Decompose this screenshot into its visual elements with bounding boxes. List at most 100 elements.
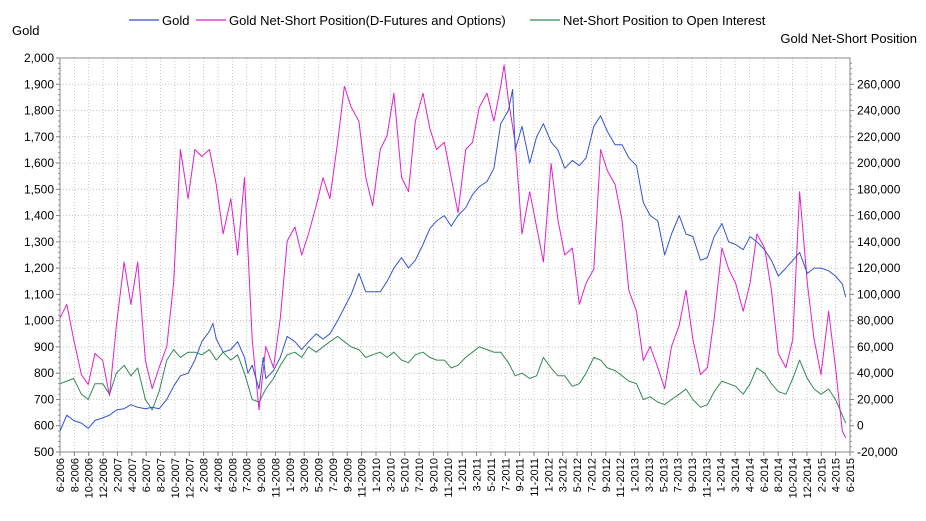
- x-axis: 6-2006 8-2006 10-2006 12-2006 2-2007 4-2007 6-…: [55, 452, 857, 498]
- y-left-tick-label: 500: [34, 445, 54, 459]
- x-tick-label: 5-2011: [486, 458, 498, 491]
- x-tick-label: 6-2006: [55, 458, 67, 492]
- x-tick-label: 3-2013: [644, 458, 656, 492]
- x-tick-label: 9-2009: [342, 458, 354, 492]
- y-left-tick-label: 1,300: [24, 235, 54, 249]
- x-tick-label: 9-2013: [687, 458, 699, 492]
- y-right-tick-label: 20,000: [857, 392, 894, 406]
- x-tick-label: 5-2010: [400, 458, 412, 492]
- series-line-0: [59, 89, 847, 432]
- x-tick-label: 5-2012: [572, 458, 584, 492]
- y-right-tick-label: 0: [857, 419, 864, 433]
- x-tick-label: 1-2012: [543, 458, 555, 492]
- x-tick-label: 8-2007: [156, 458, 168, 492]
- x-tick-label: 12-2006: [98, 458, 110, 498]
- y-left-tick-label: 1,200: [24, 261, 54, 275]
- y-axis-right: -20,000 0 20,000 40,000 60,000 80,000 100,000 1…: [850, 62, 901, 459]
- y-axis-left: 500 600 700 800 900 1,000 1,100 1,200 1,300 1,400…: [24, 51, 60, 459]
- x-tick-label: 1-2011: [457, 458, 469, 491]
- legend-label-net-short: Gold Net-Short Position(D-Futures and Op…: [229, 13, 506, 28]
- series-line-1: [59, 64, 847, 439]
- x-tick-label: 1-2010: [371, 458, 383, 492]
- x-tick-label: 2-2015: [816, 458, 828, 492]
- series-line-2: [59, 335, 847, 424]
- y-right-tick-label: 80,000: [857, 314, 894, 328]
- y-left-tick-label: 600: [34, 419, 54, 433]
- x-tick-label: 5-2009: [314, 458, 326, 492]
- series-layer: [59, 64, 847, 439]
- x-tick-label: 3-2010: [385, 458, 397, 492]
- legend-label-gold: Gold: [162, 13, 189, 28]
- x-tick-label: 11-2011: [529, 458, 541, 497]
- x-tick-label: 11-2012: [615, 458, 627, 498]
- y-right-tick-label: 180,000: [857, 182, 901, 196]
- y-left-tick-label: 1,000: [24, 314, 54, 328]
- x-tick-label: 1-2013: [630, 458, 642, 492]
- y-right-tick-label: 140,000: [857, 235, 901, 249]
- x-tick-label: 10-2014: [788, 458, 800, 498]
- x-tick-label: 1-2009: [285, 458, 297, 492]
- x-tick-label: 12-2007: [184, 458, 196, 498]
- x-tick-label: 2-2007: [112, 458, 124, 492]
- x-tick-label: 10-2006: [84, 458, 96, 498]
- y-left-tick-label: 800: [34, 366, 54, 380]
- x-tick-label: 12-2014: [802, 458, 814, 498]
- y-right-tick-label: 260,000: [857, 77, 901, 91]
- x-tick-label: 5-2013: [658, 458, 670, 492]
- x-tick-label: 3-2012: [558, 458, 570, 492]
- legend: Gold Gold Net-Short Position(D-Futures a…: [129, 13, 766, 28]
- x-tick-label: 11-2008: [270, 458, 282, 498]
- y-right-tick-label: 120,000: [857, 261, 901, 275]
- y-left-tick-label: 1,900: [24, 77, 54, 91]
- x-tick-label: 3-2014: [730, 458, 742, 492]
- y-left-tick-label: 900: [34, 340, 54, 354]
- x-tick-label: 4-2008: [213, 458, 225, 492]
- legend-label-oi-ratio: Net-Short Position to Open Interest: [563, 13, 766, 28]
- y-left-tick-label: 700: [34, 392, 54, 406]
- y-right-tick-label: 100,000: [857, 287, 901, 301]
- plot-frame: [59, 57, 851, 453]
- x-tick-label: 6-2014: [759, 458, 771, 492]
- x-tick-label: 6-2007: [141, 458, 153, 492]
- x-tick-label: 9-2012: [601, 458, 613, 492]
- x-tick-label: 4-2015: [831, 458, 843, 492]
- x-tick-label: 9-2011: [515, 458, 527, 491]
- y-right-tick-label: 160,000: [857, 209, 901, 223]
- y-right-tick-label: 220,000: [857, 130, 901, 144]
- y-left-tick-label: 1,500: [24, 182, 54, 196]
- x-tick-label: 7-2011: [500, 458, 512, 491]
- y-axis-left-title: Gold: [12, 23, 39, 38]
- y-right-tick-label: -20,000: [857, 445, 898, 459]
- y-left-tick-label: 1,100: [24, 287, 54, 301]
- x-tick-label: 9-2010: [428, 458, 440, 492]
- y-left-tick-label: 1,700: [24, 130, 54, 144]
- x-tick-label: 2-2008: [199, 458, 211, 492]
- x-tick-label: 8-2006: [69, 458, 81, 492]
- grid: [59, 57, 851, 453]
- x-tick-label: 8-2014: [773, 458, 785, 492]
- y-left-tick-label: 1,400: [24, 209, 54, 223]
- y-right-tick-label: 60,000: [857, 340, 894, 354]
- y-left-tick-label: 1,800: [24, 104, 54, 118]
- x-tick-label: 7-2009: [328, 458, 340, 492]
- y-right-tick-label: 240,000: [857, 104, 901, 118]
- x-tick-label: 7-2012: [586, 458, 598, 492]
- y-left-tick-label: 2,000: [24, 51, 54, 65]
- x-tick-label: 7-2008: [242, 458, 254, 492]
- x-tick-label: 4-2014: [744, 458, 756, 492]
- x-tick-label: 6-2008: [227, 458, 239, 492]
- x-tick-label: 1-2014: [716, 458, 728, 492]
- y-axis-right-title: Gold Net-Short Position: [780, 31, 917, 46]
- x-tick-label: 11-2013: [701, 458, 713, 498]
- x-tick-label: 7-2013: [673, 458, 685, 492]
- x-tick-label: 7-2010: [414, 458, 426, 492]
- y-right-tick-label: 200,000: [857, 156, 901, 170]
- x-tick-label: 6-2015: [845, 458, 857, 492]
- x-tick-label: 10-2007: [170, 458, 182, 498]
- x-tick-label: 4-2007: [127, 458, 139, 492]
- x-tick-label: 11-2009: [357, 458, 369, 498]
- y-right-tick-label: 40,000: [857, 366, 894, 380]
- y-left-tick-label: 1,600: [24, 156, 54, 170]
- x-tick-label: 3-2009: [299, 458, 311, 492]
